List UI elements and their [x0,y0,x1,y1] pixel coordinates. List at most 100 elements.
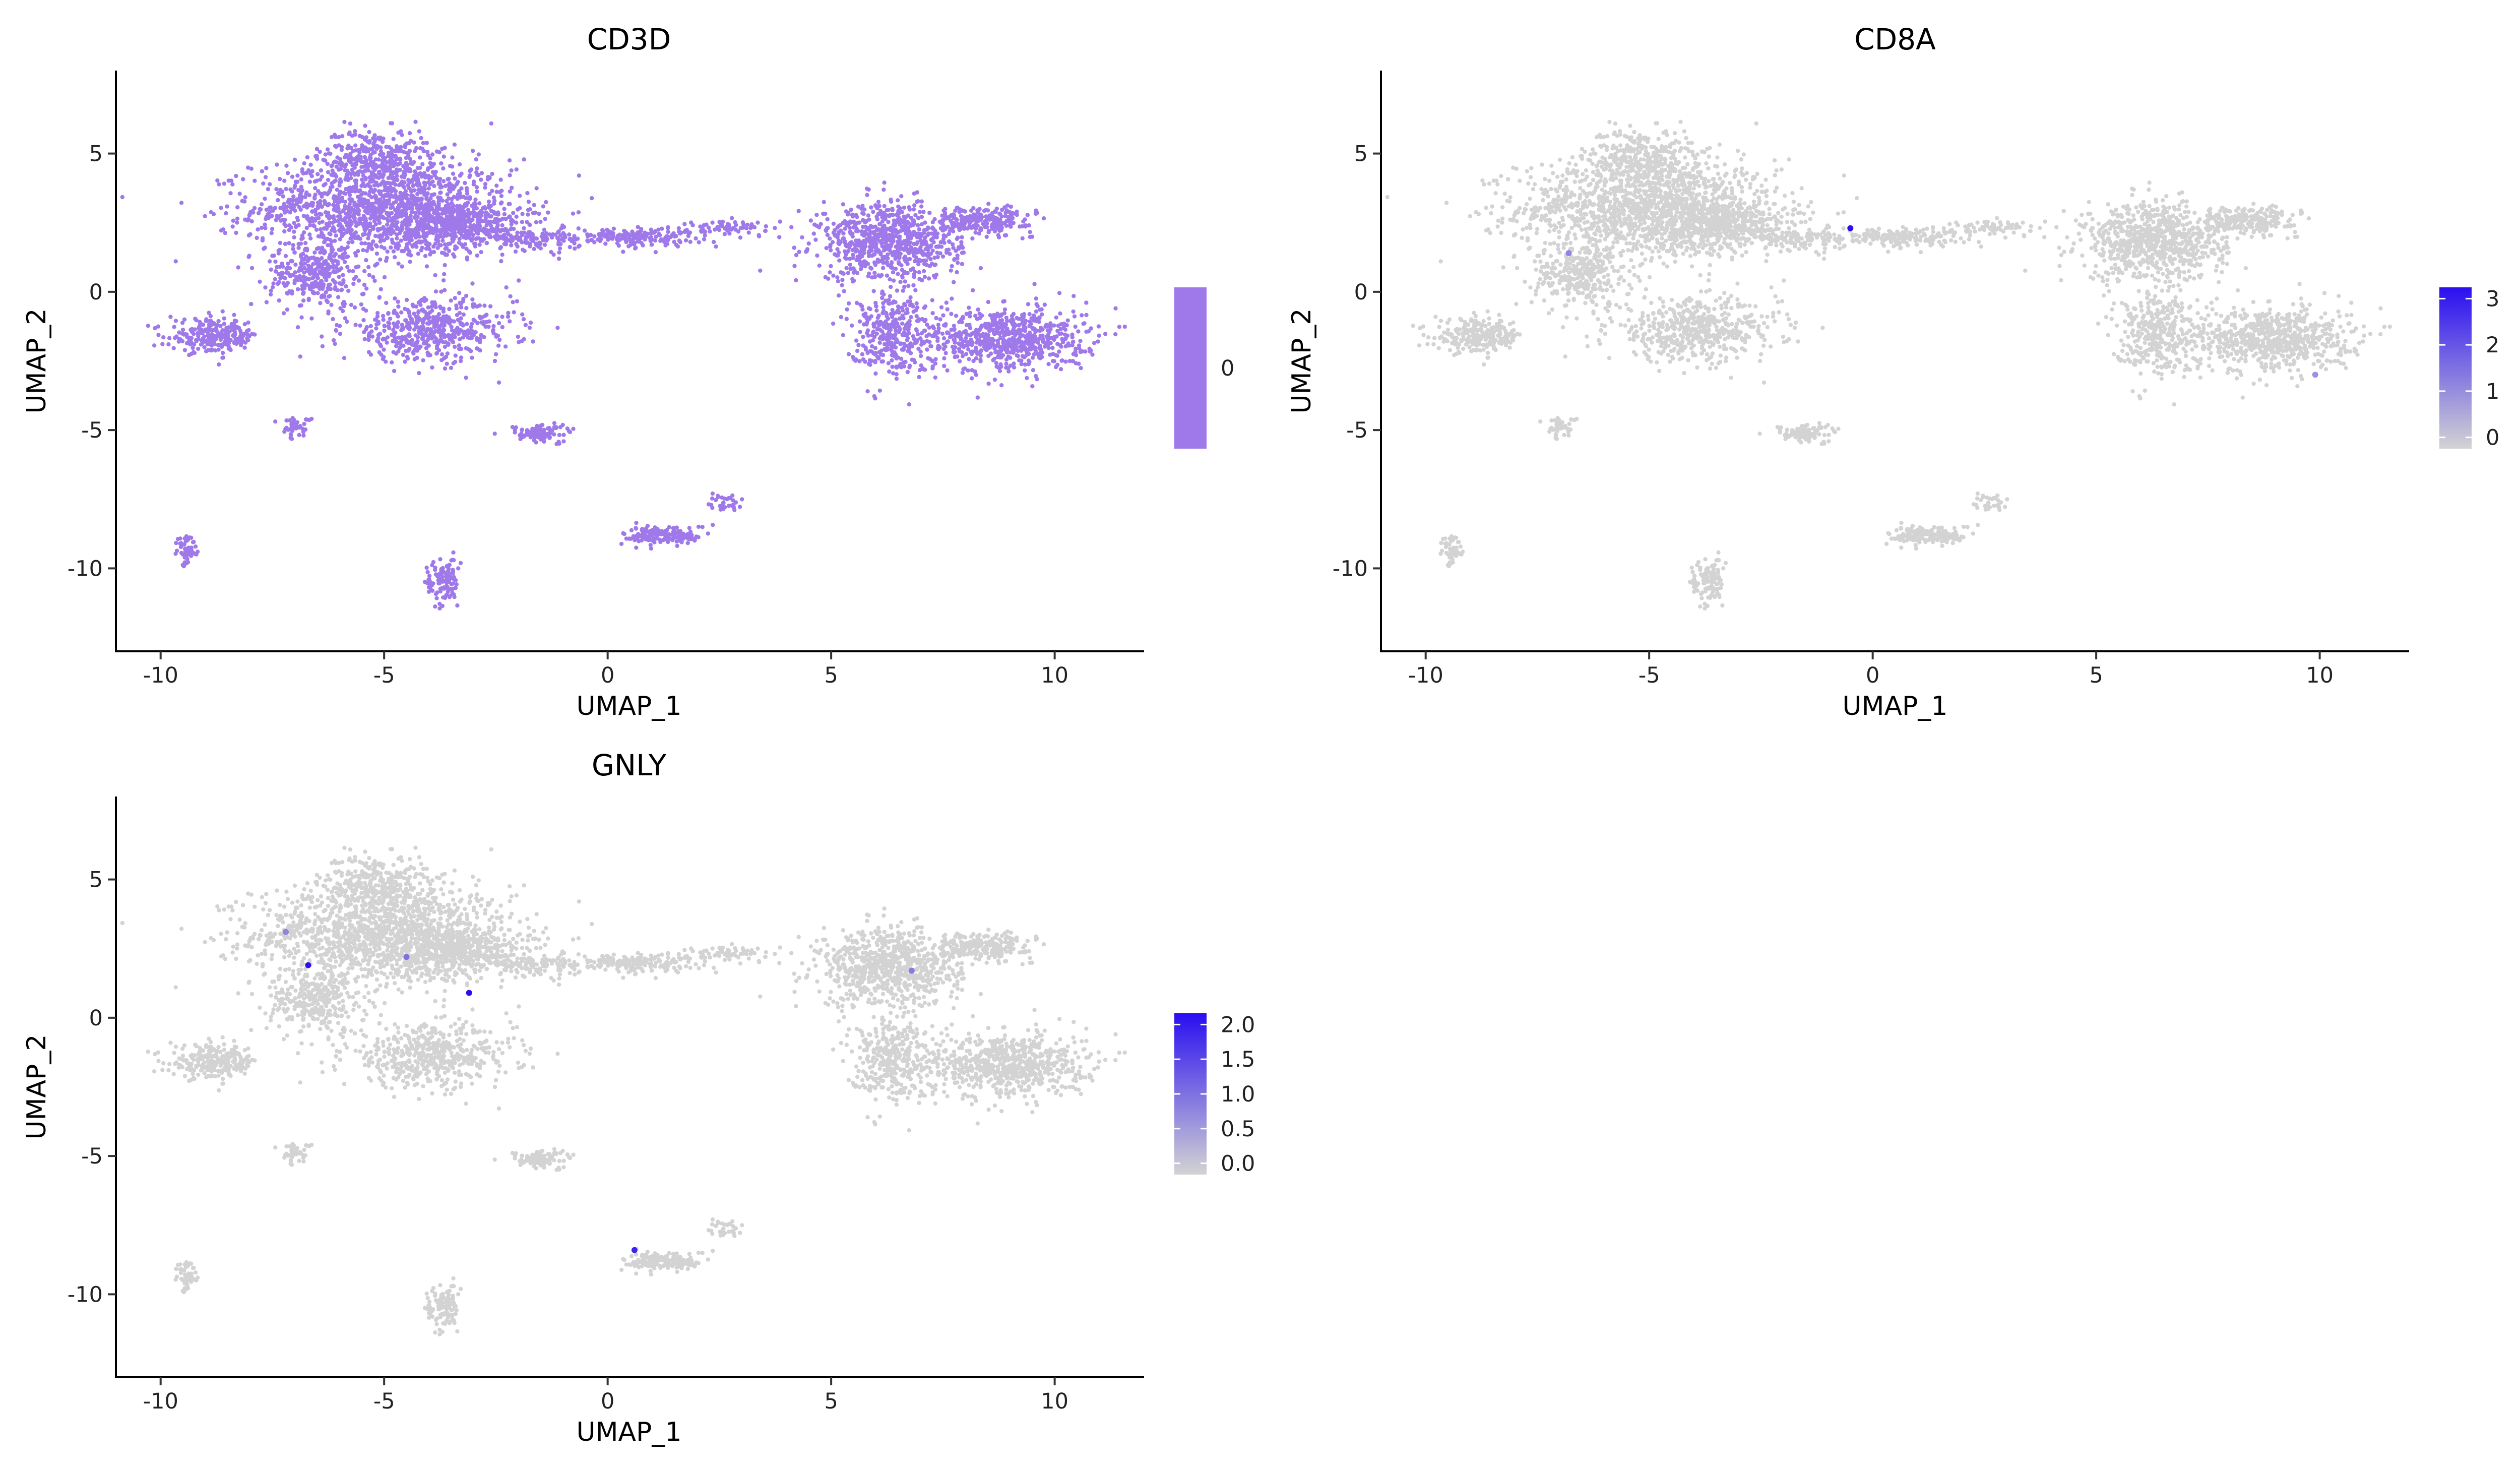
cell-point [420,162,425,166]
cell-point [841,231,846,236]
cell-point [412,232,416,237]
cell-point [340,134,345,139]
cell-point [952,258,957,262]
cell-point [923,220,927,225]
cell-point [441,179,446,183]
cell-point [896,209,901,213]
cell-point [432,183,436,189]
cell-point [887,237,892,241]
cell-point [863,264,867,269]
cell-point [407,131,412,136]
cell-point [632,236,637,241]
cell-point [522,157,526,162]
cell-point [582,228,587,233]
cell-point [960,223,964,228]
cell-point [906,250,911,254]
cell-point [297,205,301,210]
cell-point [207,322,212,327]
cell-point [1052,323,1056,328]
cell-point [957,247,961,251]
cell-point [320,344,325,349]
cell-point [851,270,856,275]
cell-point [447,307,452,312]
cell-point [422,171,427,175]
cell-point [922,228,926,232]
cell-point [337,143,341,148]
cell-point [379,344,384,348]
cell-point [420,146,425,151]
cell-point [948,228,952,233]
cell-point [1034,296,1038,301]
cell-point [427,310,432,315]
cell-point [324,298,329,303]
cell-point [371,178,376,183]
cell-point [961,209,966,213]
cell-point [442,221,447,226]
cell-point [947,239,952,244]
cell-point [198,327,203,331]
cell-point [961,250,966,255]
cell-point [221,355,226,360]
cell-point [206,336,211,341]
cell-point [896,204,901,209]
cell-point [900,210,904,214]
cell-point [434,210,439,214]
cell-point [828,244,833,249]
cell-point [965,218,970,223]
cell-point [400,226,405,231]
cell-point [430,318,435,323]
cell-point [572,241,577,246]
cell-point [367,331,372,336]
cell-point [377,295,382,300]
cell-point [377,152,383,157]
cell-point [720,224,725,228]
cell-point [441,307,446,311]
cell-point [1035,304,1040,309]
cell-point [342,191,346,195]
cell-point [227,346,232,351]
cell-point [948,335,953,339]
cell-point [306,168,311,173]
cell-point [371,226,375,231]
cell-point [415,166,420,170]
cell-point [433,329,438,333]
cell-point [1003,214,1008,218]
cell-point [540,234,545,239]
cell-point [319,192,324,196]
cell-point [517,237,521,242]
cell-point [282,229,287,234]
cell-point [423,183,427,188]
cell-point [222,322,227,326]
cell-point [338,157,342,161]
cell-point [561,238,566,243]
cell-point [417,371,421,376]
cell-point [896,260,901,265]
cell-point [920,278,924,283]
cell-point [906,283,911,288]
cell-point [872,260,877,265]
cell-point [220,309,225,314]
cell-point [576,210,581,215]
cell-point [347,130,352,135]
cell-point [500,227,505,232]
cell-point [263,222,267,227]
cell-point [239,343,243,347]
cell-point [230,224,235,229]
cell-point [333,238,337,243]
cell-point [311,223,316,228]
cell-point [315,273,320,277]
cell-point [395,173,399,178]
cell-point [483,230,487,235]
cell-point [674,234,678,238]
cell-point [942,356,947,360]
cell-point [490,329,495,333]
cell-point [514,220,519,225]
cell-point [293,262,298,267]
cell-point [996,235,1001,239]
cell-point [483,181,488,187]
cell-point [464,293,469,298]
cell-point [492,228,497,233]
cell-point [933,375,938,380]
cell-point [699,229,704,234]
cell-point [479,250,483,255]
